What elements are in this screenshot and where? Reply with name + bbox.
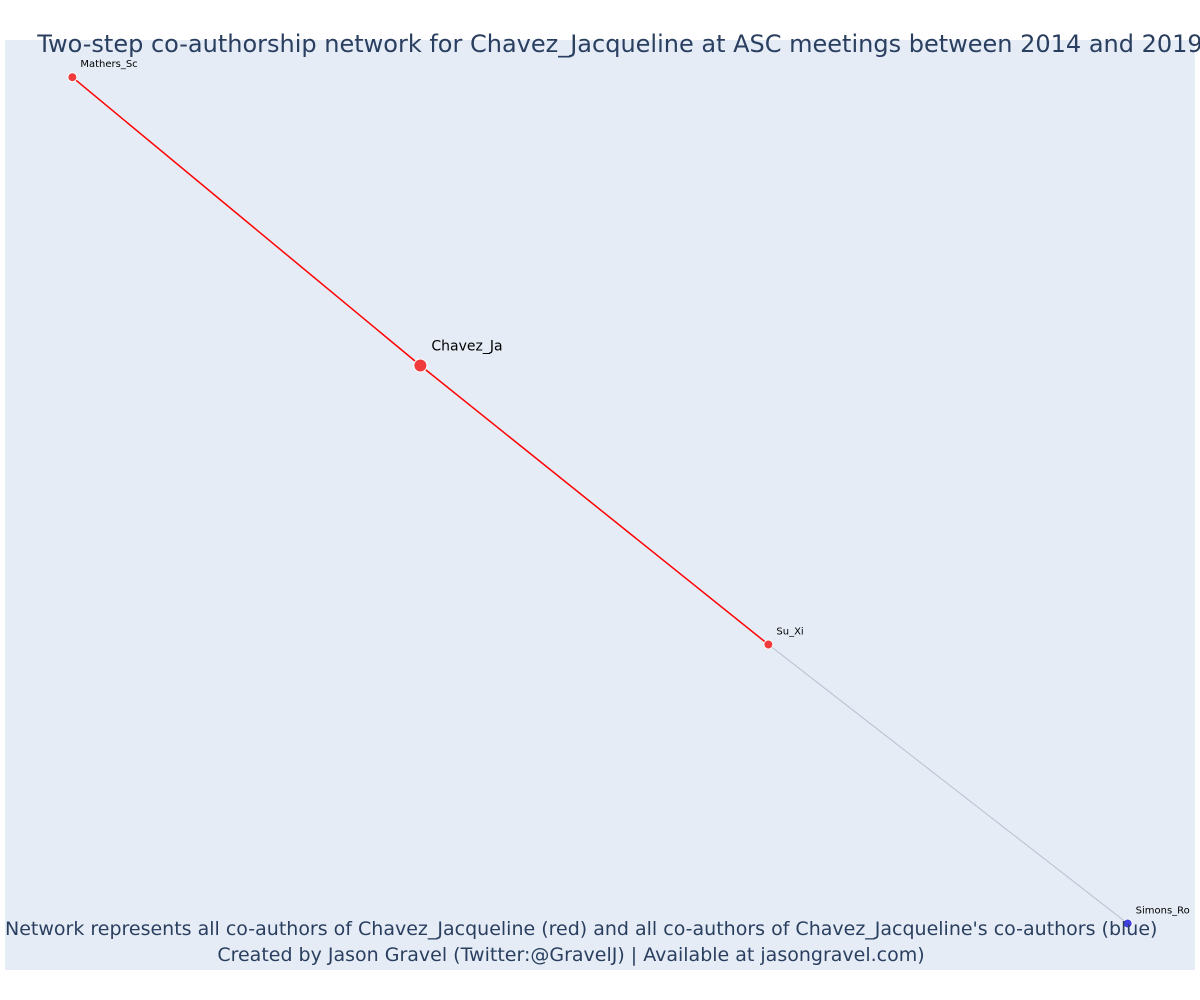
- caption-description: Network represents all co-authors of Cha…: [5, 918, 1158, 940]
- node-label-simons-ro: Simons_Ro: [1136, 906, 1190, 917]
- node-mathers-sc[interactable]: [67, 72, 78, 83]
- labels-layer: Chavez_Ja Mathers_Sc Su_Xi Simons_Ro: [80, 59, 1189, 916]
- node-simons-ro[interactable]: [1122, 918, 1133, 929]
- node-label-su-xi: Su_Xi: [776, 627, 803, 638]
- node-chavez-ja[interactable]: [413, 358, 428, 373]
- node-label-chavez-ja: Chavez_Ja: [431, 339, 502, 355]
- edge-chavez_ja-su_xi: [419, 364, 769, 646]
- chart-title: Two-step co-authorship network for Chave…: [37, 30, 1200, 58]
- nodes-layer: [67, 72, 1133, 929]
- node-su-xi[interactable]: [763, 639, 774, 650]
- edges-layer: [71, 76, 1128, 924]
- caption-credit: Created by Jason Gravel (Twitter:@Gravel…: [217, 944, 925, 966]
- node-label-mathers-sc: Mathers_Sc: [80, 59, 137, 70]
- edge-su_xi-simons_ro: [768, 644, 1128, 924]
- plot-area: [5, 40, 1195, 970]
- edge-mathers_sc-chavez_ja: [71, 76, 421, 367]
